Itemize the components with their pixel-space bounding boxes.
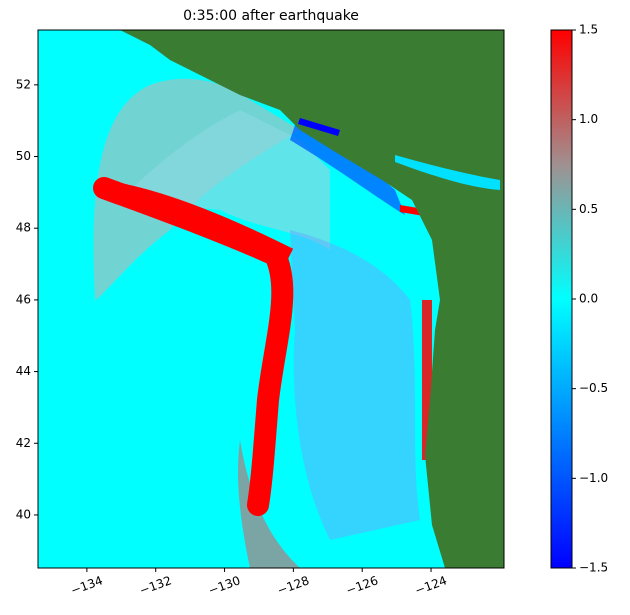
coastal-trough xyxy=(290,230,420,540)
y-tick-label: 50 xyxy=(16,149,31,163)
colorbar-tick-label: 1.0 xyxy=(579,112,598,126)
chart-title: 0:35:00 after earthquake xyxy=(183,8,359,24)
x-tick-label: −128 xyxy=(275,573,311,597)
wave-wake xyxy=(120,110,330,250)
x-tick-label: −126 xyxy=(344,573,380,597)
colorbar-tick-label: 1.5 xyxy=(579,23,598,37)
x-tick-label: −132 xyxy=(138,573,174,597)
wave-crest xyxy=(93,177,294,516)
colorbar-tick-label: 0.0 xyxy=(579,292,598,306)
y-tick-label: 40 xyxy=(16,507,31,521)
map-field xyxy=(38,30,504,568)
colorbar xyxy=(551,30,572,568)
colorbar-tick-label: 0.5 xyxy=(579,202,598,216)
x-tick-label: −134 xyxy=(69,573,105,597)
wave-tail xyxy=(238,440,300,568)
coastal-runup xyxy=(422,300,432,460)
colorbar-tick-label: −1.0 xyxy=(579,471,608,485)
y-tick-label: 48 xyxy=(16,221,31,235)
x-tick-label: −124 xyxy=(413,573,449,597)
x-tick-label: −130 xyxy=(206,573,242,597)
y-tick-label: 52 xyxy=(16,77,31,91)
y-tick-label: 44 xyxy=(16,364,31,378)
wave-crest-upper xyxy=(118,183,294,262)
inland-sea xyxy=(395,155,500,190)
y-tick-label: 46 xyxy=(16,292,31,306)
y-tick-label: 42 xyxy=(16,436,31,450)
plot-frame xyxy=(37,29,505,569)
inlet xyxy=(298,118,340,136)
colorbar-tick-label: −0.5 xyxy=(579,381,608,395)
colorbar-tick-label: −1.5 xyxy=(579,561,608,575)
